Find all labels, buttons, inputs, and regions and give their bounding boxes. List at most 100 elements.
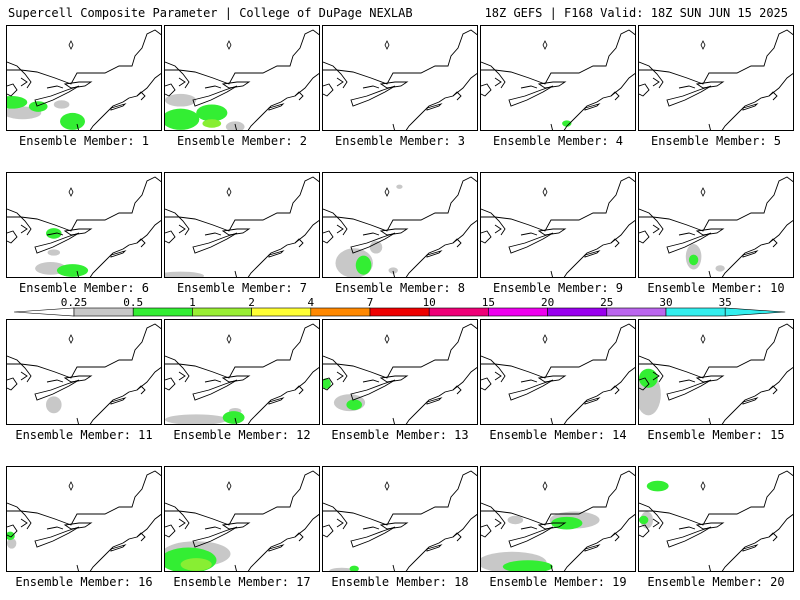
map-boundary-line (76, 270, 79, 277)
map-boundary-line (323, 208, 348, 236)
map-boundary-line (165, 355, 190, 383)
map-boundary-line (508, 379, 554, 401)
map-boundary-line (742, 544, 759, 552)
map-boundary-line (268, 544, 285, 552)
diamond-marker-icon (542, 334, 548, 344)
diamond-marker-icon (384, 40, 390, 50)
colorbar-tick-label: 10 (423, 298, 436, 309)
map-boundary-line (481, 83, 492, 97)
map-boundary-line (350, 379, 396, 401)
colorbar-segment (488, 307, 548, 317)
ensemble-map-panel (6, 319, 162, 425)
map-boundary-line (708, 270, 711, 277)
scp-contour-area (355, 255, 372, 275)
map-boundary-line (20, 224, 28, 234)
map-boundary-line (136, 532, 146, 542)
colorbar-tick-label: 7 (367, 298, 374, 309)
map-boundary-line (652, 371, 660, 381)
map-boundary-line (34, 526, 80, 548)
colorbar-segment (132, 307, 193, 317)
map-boundary-line (520, 232, 538, 236)
map-boundary-line (452, 91, 462, 101)
diamond-marker-icon (68, 481, 74, 491)
map-boundary-line (742, 250, 759, 258)
map-boundary-line (7, 502, 32, 530)
map-boundary-line (7, 377, 18, 391)
map-boundary-line (362, 379, 380, 383)
map-boundary-line (178, 224, 186, 234)
ensemble-map-panel (638, 172, 794, 278)
map-boundary-line (34, 232, 80, 254)
map-boundary-line (550, 417, 553, 424)
map-boundary-line (63, 375, 93, 383)
colorbar-segment (665, 307, 726, 317)
ensemble-map-panel (6, 466, 162, 572)
ensemble-map-panel (638, 319, 794, 425)
map-boundary-line (610, 532, 620, 542)
map-boundary-line (639, 524, 650, 538)
colorbar-tick-label: 15 (482, 298, 495, 309)
scp-contour-area (53, 100, 70, 109)
map-boundary-line (610, 238, 620, 248)
colorbar-segment (606, 307, 667, 317)
map-boundary-line (323, 83, 334, 97)
map-boundary-line (76, 564, 79, 571)
map-boundary-line (110, 250, 127, 258)
ensemble-map-panel (164, 319, 320, 425)
map-boundary-line (481, 524, 492, 538)
map-boundary-line (392, 123, 395, 130)
map-boundary-line (652, 518, 660, 528)
map-boundary-line (666, 232, 712, 254)
map-boundary-line (678, 85, 696, 89)
map-boundary-line (136, 385, 146, 395)
map-boundary-line (234, 417, 237, 424)
map-boundary-line (350, 232, 396, 254)
map-boundary-line (452, 238, 462, 248)
map-boundary-line (494, 224, 502, 234)
map-boundary-line (481, 355, 506, 383)
map-boundary-line (678, 526, 696, 530)
ensemble-member-label: Ensemble Member: 9 (492, 281, 624, 295)
map-boundary-line (494, 77, 502, 87)
ensemble-member-label: Ensemble Member: 5 (650, 134, 782, 148)
ensemble-map-panel (322, 466, 478, 572)
map-boundary-line (204, 85, 222, 89)
map-boundary-line (7, 355, 32, 383)
map-boundary-line (323, 470, 477, 526)
map-boundary-line (336, 224, 344, 234)
ensemble-member-label: Ensemble Member: 15 (647, 428, 785, 442)
map-boundary-line (721, 72, 793, 130)
ensemble-map-panel (480, 25, 636, 131)
ensemble-map-panel (480, 466, 636, 572)
map-boundary-line (268, 250, 285, 258)
map-boundary-line (192, 526, 238, 548)
map-boundary-line (768, 238, 778, 248)
map-boundary-line (323, 524, 334, 538)
map-boundary-line (563, 72, 635, 130)
ensemble-member-label: Ensemble Member: 7 (176, 281, 308, 295)
scp-contour-area (60, 112, 85, 130)
map-boundary-line (639, 355, 664, 383)
map-svg (7, 176, 161, 277)
map-boundary-line (379, 375, 409, 383)
ensemble-member-label: Ensemble Member: 3 (334, 134, 466, 148)
ensemble-member-label: Ensemble Member: 17 (173, 575, 311, 589)
map-boundary-line (234, 564, 237, 571)
map-boundary-line (323, 176, 477, 232)
map-boundary-line (452, 385, 462, 395)
map-boundary-line (639, 61, 664, 89)
map-boundary-line (192, 85, 238, 107)
map-boundary-line (639, 176, 793, 232)
map-boundary-line (192, 232, 238, 254)
scp-contour-area (688, 254, 699, 266)
map-svg (639, 323, 793, 424)
map-boundary-line (695, 522, 725, 530)
map-boundary-line (46, 379, 64, 383)
map-boundary-line (652, 224, 660, 234)
map-boundary-line (426, 250, 443, 258)
ensemble-map-panel (164, 25, 320, 131)
map-boundary-line (708, 123, 711, 130)
scp-contour-area (165, 93, 197, 107)
map-boundary-line (221, 522, 251, 530)
scp-contour-area (646, 480, 669, 492)
